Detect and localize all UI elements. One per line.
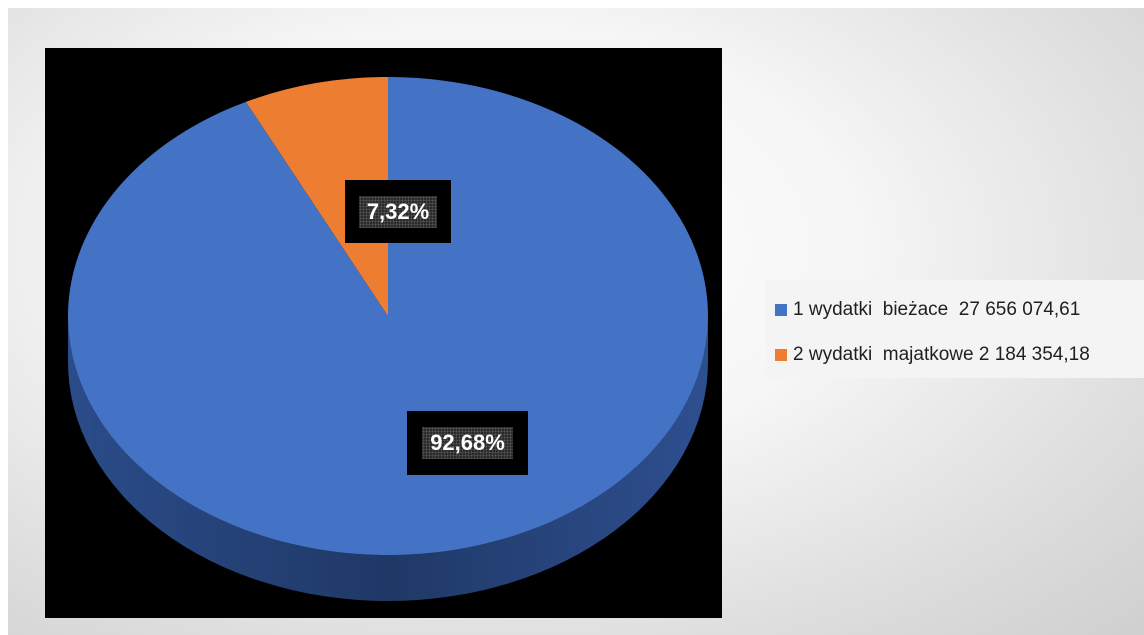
legend-item-current-expenses: 1 wydatki bieżace 27 656 074,61 [775, 299, 1080, 321]
legend-label-current-expenses: 1 wydatki bieżace 27 656 074,61 [793, 299, 1081, 320]
data-label-capital-expenses-text: 7,32% [358, 195, 438, 228]
legend-item-capital-expenses: 2 wydatki majatkowe 2 184 354,18 [775, 344, 1090, 366]
legend: 1 wydatki bieżace 27 656 074,61 2 wydatk… [765, 280, 1144, 378]
data-label-current-expenses: 92,68% [407, 411, 528, 475]
pie-side-wall [68, 316, 708, 601]
data-label-capital-expenses: 7,32% [345, 180, 451, 243]
plot-area: 92,68% 7,32% [45, 48, 722, 618]
legend-swatch-blue [775, 304, 787, 316]
data-label-current-expenses-text: 92,68% [422, 427, 513, 459]
pie-slice-capital-expenses [245, 77, 388, 316]
pie-chart [67, 77, 709, 601]
legend-label-capital-expenses: 2 wydatki majatkowe 2 184 354,18 [793, 344, 1090, 365]
slide-background: 92,68% 7,32% 1 wydatki bieżace 27 656 07… [8, 8, 1144, 635]
legend-swatch-orange [775, 349, 787, 361]
